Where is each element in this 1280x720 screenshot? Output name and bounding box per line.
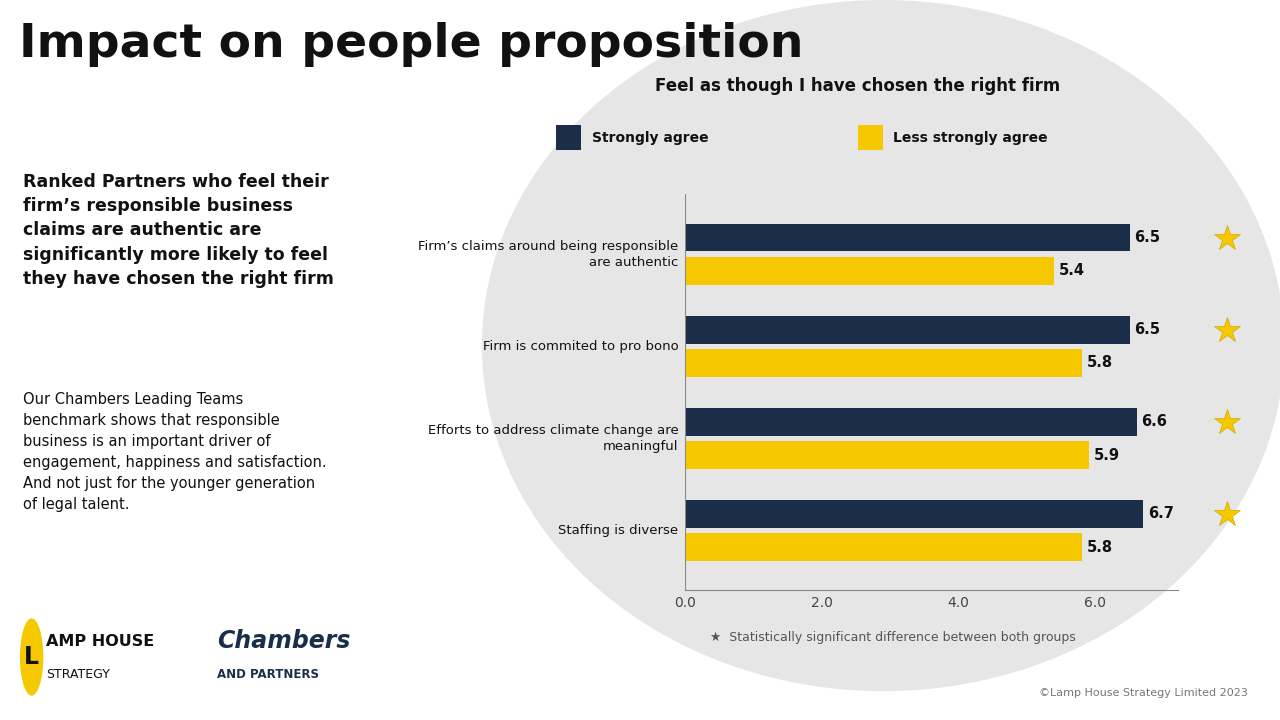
Text: 6.7: 6.7 xyxy=(1148,506,1174,521)
Bar xyxy=(685,349,1082,377)
Text: Ranked Partners who feel their
firm’s responsible business
claims are authentic : Ranked Partners who feel their firm’s re… xyxy=(23,173,334,288)
Text: Efforts to address climate change are
meaningful: Efforts to address climate change are me… xyxy=(428,424,678,453)
Text: ©Lamp House Strategy Limited 2023: ©Lamp House Strategy Limited 2023 xyxy=(1039,688,1248,698)
Text: Our Chambers Leading Teams
benchmark shows that responsible
business is an impor: Our Chambers Leading Teams benchmark sho… xyxy=(23,392,326,513)
Text: AMP HOUSE: AMP HOUSE xyxy=(46,634,154,649)
Text: Chambers: Chambers xyxy=(216,629,351,653)
Text: ★  Statistically significant difference between both groups: ★ Statistically significant difference b… xyxy=(710,631,1076,644)
Text: Feel as though I have chosen the right firm: Feel as though I have chosen the right f… xyxy=(655,78,1060,96)
Bar xyxy=(556,125,581,150)
Ellipse shape xyxy=(20,618,44,696)
Text: Staffing is diverse: Staffing is diverse xyxy=(558,524,678,537)
Text: 6.5: 6.5 xyxy=(1134,323,1161,337)
Bar xyxy=(685,534,1082,561)
Text: 6.6: 6.6 xyxy=(1142,415,1167,429)
Text: 5.8: 5.8 xyxy=(1087,356,1112,370)
Text: 6.5: 6.5 xyxy=(1134,230,1161,246)
Text: Firm’s claims around being responsible
are authentic: Firm’s claims around being responsible a… xyxy=(419,240,678,269)
Text: STRATEGY: STRATEGY xyxy=(46,668,110,681)
Bar xyxy=(685,500,1143,528)
Bar xyxy=(858,125,883,150)
Text: 5.4: 5.4 xyxy=(1059,264,1085,279)
Text: Firm is commited to pro bono: Firm is commited to pro bono xyxy=(483,340,678,353)
Text: Impact on people proposition: Impact on people proposition xyxy=(19,22,804,67)
Text: Less strongly agree: Less strongly agree xyxy=(893,130,1048,145)
Bar xyxy=(685,441,1088,469)
Text: L: L xyxy=(24,645,40,669)
Bar xyxy=(685,408,1137,436)
Bar xyxy=(685,257,1055,284)
Bar xyxy=(685,224,1130,251)
Text: 5.9: 5.9 xyxy=(1093,448,1120,462)
Text: 5.8: 5.8 xyxy=(1087,539,1112,554)
Bar xyxy=(685,316,1130,343)
Text: Strongly agree: Strongly agree xyxy=(591,130,708,145)
Text: AND PARTNERS: AND PARTNERS xyxy=(216,668,319,681)
Ellipse shape xyxy=(481,0,1280,691)
